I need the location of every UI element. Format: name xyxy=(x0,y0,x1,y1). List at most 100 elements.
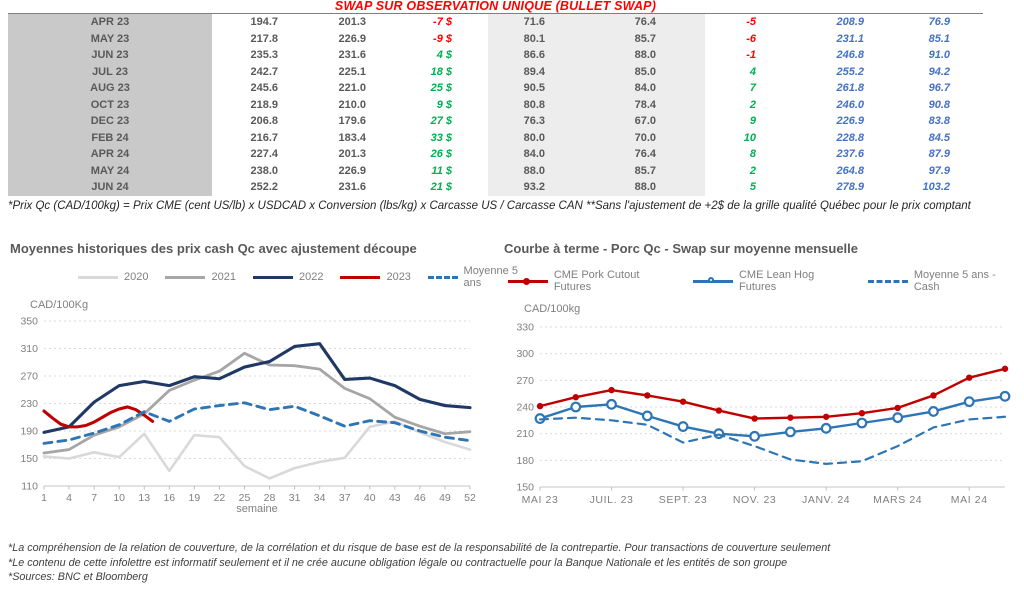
value-cell xyxy=(464,97,488,114)
value-cell: 80.0 xyxy=(488,129,558,146)
value-cell xyxy=(464,130,488,147)
value-cell: 88.0 xyxy=(558,47,705,64)
value-cell: -1 xyxy=(746,49,756,61)
value-cell: 2 xyxy=(749,164,756,177)
value-cell: 76.9 xyxy=(928,16,950,28)
svg-text:110: 110 xyxy=(21,481,38,493)
value-cell: 218.9 xyxy=(250,98,278,111)
legend-label: 2022 xyxy=(298,271,324,283)
value-cell: 9 $ xyxy=(436,98,452,111)
value-cell: 5 xyxy=(749,181,756,193)
legend-line-swatch xyxy=(508,277,548,285)
month-cell: JUN 23 xyxy=(8,47,212,64)
page-title: SWAP SUR OBSERVATION UNIQUE (BULLET SWAP… xyxy=(334,0,657,13)
series-cme-lean-hog-futures xyxy=(538,395,1007,438)
value-cell: 83.8 xyxy=(928,115,950,127)
value-cell: 221.0 xyxy=(338,82,366,94)
value-cell: 225.1 xyxy=(338,65,366,78)
svg-text:230: 230 xyxy=(20,398,38,410)
month-cell: AUG 23 xyxy=(8,80,212,97)
table-row: AUG 23 245.6 221.0 25 $ 90.5 84.0 7 261.8 96.7 xyxy=(8,80,983,97)
value-cell: 261.8 xyxy=(836,82,864,94)
value-cell: 67.0 xyxy=(558,113,705,130)
value-cell: -5 xyxy=(746,16,756,28)
value-cell: 208.9 xyxy=(836,16,864,28)
svg-text:semaine: semaine xyxy=(236,503,278,515)
value-cell: 90.5 xyxy=(488,80,558,97)
legend-label: CME Pork Cutout Futures xyxy=(553,269,640,293)
value-cell xyxy=(464,64,488,81)
value-cell: 264.8 xyxy=(836,164,864,177)
value-cell: 237.6 xyxy=(836,148,864,160)
forward-curve-panel: Courbe à terme - Porc Qc - Swap sur moye… xyxy=(504,241,1024,518)
value-cell: 9 xyxy=(749,115,756,127)
value-cell: 84.0 xyxy=(488,146,558,163)
table-row: JUN 24 252.2 231.6 21 $ 93.2 88.0 5 278.9 103.2 xyxy=(8,179,983,196)
month-cell: DEC 23 xyxy=(8,113,212,130)
value-cell: 76.4 xyxy=(558,146,705,163)
value-cell: 226.9 xyxy=(338,164,366,177)
legend-circle-marker xyxy=(708,276,715,283)
legend-label: Moyenne 5 ans - Cash xyxy=(913,269,996,293)
value-cell: -9 $ xyxy=(433,32,452,45)
svg-text:28: 28 xyxy=(264,492,276,504)
legend-line-swatch xyxy=(340,275,381,279)
value-cell: 88.0 xyxy=(488,162,558,179)
legend-label: 2021 xyxy=(211,271,236,283)
value-cell: 94.2 xyxy=(928,65,950,78)
value-cell: 10 xyxy=(743,131,756,144)
legend-item: CME Lean Hog Futures xyxy=(693,269,854,293)
value-cell: 226.9 xyxy=(836,115,864,127)
value-cell: 278.9 xyxy=(836,181,864,193)
month-cell: FEB 24 xyxy=(8,129,212,146)
month-cell: MAY 24 xyxy=(8,162,212,179)
value-cell: 84.0 xyxy=(558,80,705,97)
value-cell: 70.0 xyxy=(558,129,705,146)
series-moyenne-5-ans-cash xyxy=(538,415,1007,465)
svg-text:JANV. 24: JANV. 24 xyxy=(802,494,850,506)
svg-text:40: 40 xyxy=(364,492,376,504)
legend-dot-marker xyxy=(523,277,530,285)
value-cell: 194.7 xyxy=(250,16,278,28)
value-cell: 97.9 xyxy=(928,164,950,177)
legend-line-swatch xyxy=(693,276,733,283)
legend-label: 2020 xyxy=(124,271,149,283)
chart-legend: 2020 2021 2022 2023 Moyenne 5 ans xyxy=(78,265,518,289)
value-cell: -6 xyxy=(746,32,756,45)
value-cell: 90.8 xyxy=(928,98,950,111)
value-cell: 25 $ xyxy=(430,82,452,94)
svg-text:JUIL. 23: JUIL. 23 xyxy=(590,494,634,506)
value-cell: 183.4 xyxy=(338,131,366,144)
svg-text:270: 270 xyxy=(20,371,38,383)
table-row: OCT 23 218.9 210.0 9 $ 80.8 78.4 2 246.0 90.8 xyxy=(8,96,983,114)
value-cell: 179.6 xyxy=(338,115,366,127)
svg-text:43: 43 xyxy=(389,492,401,504)
svg-text:1: 1 xyxy=(41,492,47,504)
chart-legend: CME Pork Cutout Futures CME Lean Hog Futu… xyxy=(508,269,1024,293)
month-cell: JUN 24 xyxy=(8,179,212,196)
value-cell: 245.6 xyxy=(250,82,278,94)
legend-item: Moyenne 5 ans xyxy=(427,265,519,289)
month-cell: APR 24 xyxy=(8,146,212,163)
value-cell: 21 $ xyxy=(430,181,452,193)
chart-title: Moyennes historiques des prix cash Qc av… xyxy=(10,241,417,256)
historical-prices-panel: Moyennes historiques des prix cash Qc av… xyxy=(10,241,518,518)
chart-title: Courbe à terme - Porc Qc - Swap sur moye… xyxy=(504,241,858,256)
value-cell: 18 $ xyxy=(430,65,452,78)
footer-note: *La compréhension de la relation de couv… xyxy=(8,542,831,554)
value-cell: 84.5 xyxy=(928,131,950,144)
value-cell: 86.6 xyxy=(488,47,558,64)
svg-text:210: 210 xyxy=(516,428,534,440)
value-cell: 80.1 xyxy=(488,30,558,47)
value-cell xyxy=(464,80,488,97)
y-axis-label: CAD/100Kg xyxy=(30,299,89,311)
legend-label: CME Lean Hog Futures xyxy=(738,269,815,293)
table-row: FEB 24 216.7 183.4 33 $ 80.0 70.0 10 228.8 84.5 xyxy=(8,129,983,147)
svg-text:4: 4 xyxy=(66,492,72,504)
value-cell: 217.8 xyxy=(250,32,278,45)
svg-text:150: 150 xyxy=(20,453,38,465)
legend-line-swatch xyxy=(165,275,206,279)
legend-item: 2023 xyxy=(340,271,411,283)
value-cell: 71.6 xyxy=(488,14,558,31)
value-cell: 255.2 xyxy=(836,65,864,78)
